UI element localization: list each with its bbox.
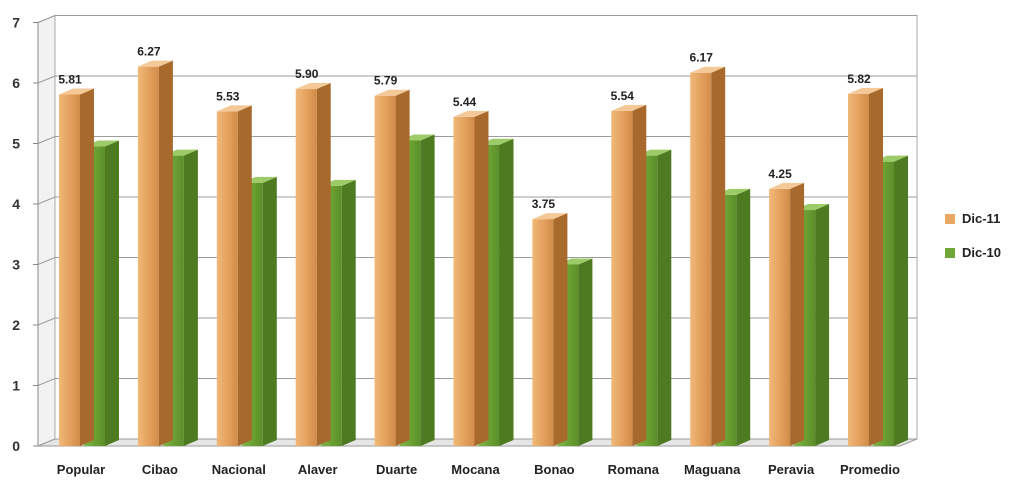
bar-dic-11 — [611, 104, 647, 446]
bar-dic-11 — [59, 88, 94, 447]
y-tick-label: 5 — [12, 136, 20, 152]
bar-dic-11-top — [453, 110, 489, 117]
bar-dic-11-side — [711, 66, 726, 446]
x-tick-label: Mocana — [451, 462, 500, 477]
bar-dic-10-side — [105, 140, 119, 446]
legend-swatch — [945, 214, 955, 224]
x-tick-label: Bonao — [534, 462, 575, 477]
x-tick-label: Promedio — [840, 462, 900, 477]
bar-dic-11-top — [769, 182, 805, 189]
bar-dic-10-side — [262, 176, 277, 446]
gridline — [37, 75, 917, 84]
legend: Dic-11 Dic-10 — [945, 211, 1001, 260]
legend-label: Dic-11 — [962, 211, 1000, 226]
gridline — [37, 15, 917, 23]
bar-dic-11-top — [690, 66, 726, 73]
bar-dic-11-side — [790, 182, 805, 446]
bar-dic-10-side — [657, 149, 672, 446]
y-tick-label: 4 — [12, 196, 20, 212]
bar-dic-11-top — [848, 87, 883, 94]
bar-dic-11-front — [374, 95, 396, 446]
data-label: 6.17 — [690, 51, 714, 65]
bar-dic-11-front — [295, 89, 317, 447]
bar-dic-11-side — [80, 88, 94, 447]
bar-dic-11 — [769, 182, 805, 446]
x-tick-label: Nacional — [212, 462, 266, 477]
bar-dic-11-top — [295, 83, 331, 90]
bar-dic-11 — [374, 89, 410, 446]
data-label: 5.90 — [295, 67, 319, 81]
data-label: 5.82 — [847, 72, 871, 86]
legend-label: Dic-10 — [962, 245, 1001, 260]
bar-dic-11-front — [532, 219, 554, 446]
bar-dic-11 — [453, 110, 489, 446]
bar-dic-11 — [295, 83, 331, 447]
bar-dic-11 — [848, 87, 883, 446]
bar-dic-11-top — [137, 60, 173, 67]
bar-dic-11-front — [611, 110, 633, 446]
bar-dic-11-front — [848, 93, 869, 446]
legend-swatch — [945, 248, 955, 258]
bar-dic-11-front — [137, 66, 159, 446]
x-tick-label: Cibao — [142, 462, 178, 477]
bar-dic-11-front — [769, 188, 791, 446]
y-tick-label: 7 — [12, 15, 20, 31]
data-label: 3.75 — [532, 197, 556, 211]
bar-dic-11 — [690, 66, 726, 446]
bar-dic-11-top — [532, 213, 568, 220]
bar-dic-11-side — [237, 105, 252, 446]
data-label: 5.53 — [216, 89, 240, 103]
bar-dic-11 — [532, 213, 568, 446]
y-tick-label: 2 — [12, 317, 20, 333]
bar-dic-11-side — [632, 104, 647, 446]
x-tick-label: Romana — [608, 462, 660, 477]
y-tick-label: 3 — [12, 257, 20, 273]
bar-dic-11-front — [453, 116, 475, 446]
bar-dic-11-top — [216, 105, 252, 112]
x-tick-label: Peravia — [768, 462, 815, 477]
bar-dic-11-side — [869, 87, 883, 446]
y-tick-label: 0 — [12, 438, 20, 454]
data-label: 5.54 — [611, 89, 635, 103]
y-tick-label: 1 — [12, 378, 20, 394]
bar-dic-11-top — [59, 88, 94, 95]
bar-dic-10-side — [736, 188, 751, 447]
x-tick-label: Duarte — [376, 462, 417, 477]
bar-dic-10-side — [341, 179, 356, 446]
bar-dic-10-side — [420, 134, 435, 446]
bar-dic-11-front — [59, 94, 80, 447]
bar-dic-10-side — [183, 149, 198, 446]
y-axis-ticks: 0 1 2 3 4 5 6 7 — [12, 15, 39, 454]
bar-dic-11 — [137, 60, 173, 446]
side-wall — [37, 14, 56, 447]
x-tick-label: Maguana — [684, 462, 741, 477]
bar-dic-11 — [216, 105, 252, 446]
bar-dic-11-top — [611, 104, 647, 111]
bars — [59, 60, 908, 447]
bar-dic-11-side — [553, 213, 568, 446]
bar-dic-11-front — [216, 111, 238, 446]
data-label: 4.25 — [768, 167, 792, 181]
x-axis-ticks: Popular Cibao Nacional Alaver Duarte Mocana Bo… — [57, 462, 900, 477]
bar-dic-10-side — [578, 258, 593, 446]
bar-dic-11-side — [395, 89, 410, 446]
bar-dic-11-front — [690, 72, 712, 446]
bar-dic-11-side — [316, 83, 331, 447]
data-label: 5.44 — [453, 95, 477, 109]
bar-dic-11-side — [158, 60, 173, 446]
x-tick-label: Alaver — [298, 462, 338, 477]
bar-dic-11-side — [474, 110, 489, 446]
bar-dic-10-side — [499, 138, 514, 446]
data-label: 5.81 — [58, 72, 82, 86]
bar-dic-11-top — [374, 89, 410, 96]
bar-dic-10-side — [815, 204, 830, 446]
bar-dic-10-side — [894, 155, 908, 446]
data-labels: 5.81 6.27 5.53 5.90 5.79 5.44 3.75 5.54 6.17 4.25… — [58, 45, 871, 211]
y-tick-label: 6 — [12, 75, 20, 91]
data-label: 6.27 — [137, 45, 161, 59]
data-label: 5.79 — [374, 74, 398, 88]
x-tick-label: Popular — [57, 462, 105, 477]
